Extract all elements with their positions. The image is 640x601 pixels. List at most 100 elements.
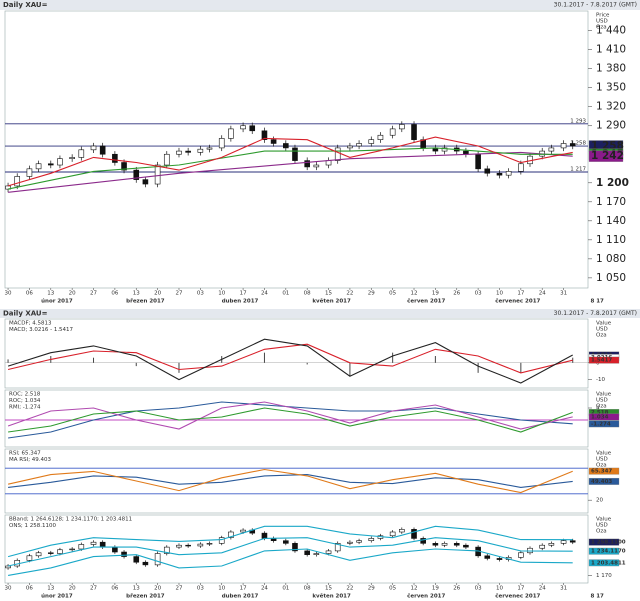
candle-body [185,544,191,547]
axis-label: Oza [596,529,607,535]
candle-body [304,550,310,555]
candle-body [163,153,170,166]
x-tick-label: 17 [240,291,247,297]
value-marker-label: 1 258.1100 [591,540,626,546]
y-tick-label: 1 320 [596,101,626,113]
candle-body [411,529,417,539]
x-month-label: květen 2017 [312,298,351,305]
axis-label: USD [596,398,608,404]
candle-body [453,543,460,546]
x-month-label: červen 2017 [407,593,445,600]
candle-body [163,546,170,554]
x-tick-label: 31 [560,586,567,592]
x-month-label: duben 2017 [222,299,259,305]
candle-body [14,176,21,187]
value-marker [588,538,620,546]
x-month-label: 8 17 [590,299,604,305]
x-month-label: červen 2017 [407,298,445,305]
candle-body [69,157,75,159]
x-tick-label: 24 [261,291,268,297]
x-tick-label: 06 [26,586,33,592]
candle-body [176,544,182,548]
candle-body [518,163,524,172]
candle-body [539,544,546,549]
x-tick-label: 26 [453,291,460,297]
candle-body [121,162,127,171]
candle-body [206,147,213,150]
x-tick-label: 03 [197,586,204,592]
candle-body [206,543,213,545]
candle-body [356,540,362,543]
candle-body [368,538,375,541]
series-line [7,468,573,494]
legend-entry: BBand; 1 264.6128; 1 234.1170; 1 203.481… [9,517,132,523]
value-marker [588,150,624,162]
candle-body [325,160,332,166]
candle-body [304,160,310,168]
x-month-label: 8 17 [590,594,604,600]
candle-body [441,147,448,152]
candle-body [185,150,191,153]
series-line [8,548,573,576]
candle-body [292,147,298,161]
candle-body [325,550,332,554]
x-tick-label: 13 [47,586,54,592]
x-tick-label: 27 [90,291,97,297]
y-tick-label: 1 170 [596,573,612,579]
candle-body [90,145,97,151]
candle-body [35,552,42,557]
y-tick-label: 1 410 [596,44,626,56]
candle-body [5,565,11,569]
candle-body [560,143,567,149]
title: Daily XAU= [3,310,48,318]
x-tick-label: 31 [560,291,567,297]
x-tick-label: 27 [175,586,182,592]
value-marker-label: 2.518 [591,410,609,416]
candle-body [154,553,161,566]
candle-body [548,147,555,152]
axis-label: Value [596,392,612,398]
x-month-label: březen 2017 [126,298,165,305]
axis-label: Value [596,451,612,457]
x-month-label: červenec 2017 [495,593,540,600]
x-tick-label: 10 [218,291,225,297]
candle-body [569,540,576,543]
x-tick-label: 03 [197,291,204,297]
candle-body [292,543,298,552]
candle-body [356,143,362,147]
legend-entry: ROC; 2.518 [9,392,41,398]
candle-body [26,168,33,177]
candle-body [569,143,576,147]
candle-body [176,150,182,155]
x-tick-label: 26 [453,586,460,592]
candle-body [261,532,268,539]
value-marker [588,559,620,567]
value-marker [588,413,620,421]
x-tick-label: 27 [90,586,97,592]
candle-body [261,130,268,140]
axis-label: USD [596,457,608,463]
x-tick-label: 01 [282,291,289,297]
axis-label: Oza [596,404,607,410]
candle-body [283,540,289,544]
candle-body [518,552,524,558]
x-tick-label: 19 [432,291,439,297]
candle-body [484,555,491,559]
value-marker [588,467,620,475]
y-tick-label: 1 290 [596,120,626,132]
x-tick-label: 13 [133,291,140,297]
x-tick-label: 15 [325,586,332,592]
x-tick-label: 29 [368,586,375,592]
x-tick-label: 05 [389,586,396,592]
candle-body [47,163,54,166]
x-tick-label: 17 [517,586,524,592]
series-line [8,407,573,433]
candle-body [78,544,85,550]
y-tick-label: 1 050 [596,272,626,284]
candle-body [399,529,405,533]
value-marker-label: 49.403 [591,479,612,485]
value-marker-label: 1.5417 [591,358,612,364]
candle-body [496,172,503,176]
axis-label: USD [596,19,608,25]
